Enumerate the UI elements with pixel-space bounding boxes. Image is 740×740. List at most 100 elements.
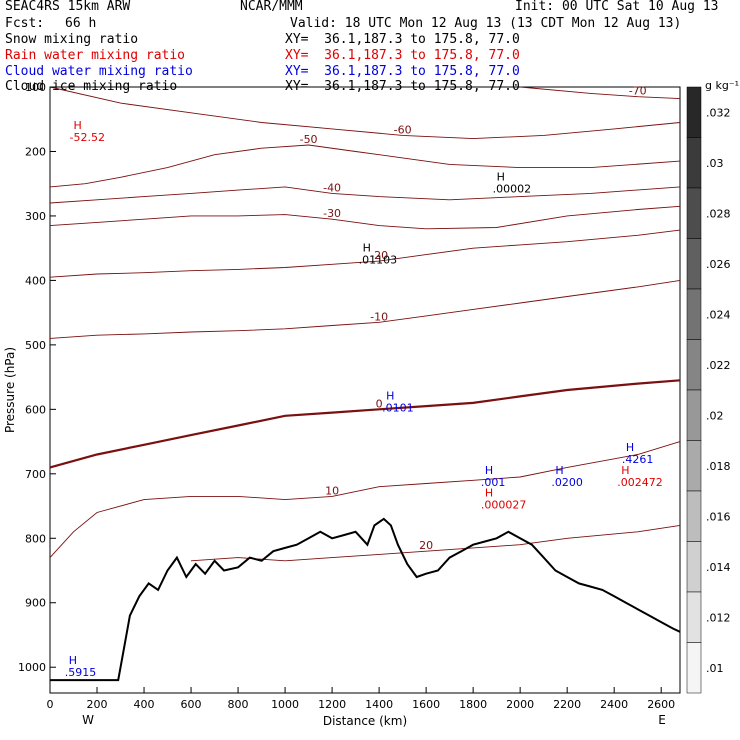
max-marker-h: H bbox=[69, 654, 77, 667]
max-marker-h: H bbox=[485, 486, 493, 499]
contour-line-20 bbox=[190, 524, 681, 562]
contour-label--70: -70 bbox=[629, 85, 647, 98]
field-snow-xy: XY= 36.1,187.3 to 175.8, 77.0 bbox=[285, 32, 520, 47]
contour-label--50: -50 bbox=[300, 133, 318, 146]
colorbar-cell bbox=[686, 440, 702, 492]
colorbar-tick-label: .018 bbox=[706, 460, 731, 473]
x-tick-label: 1200 bbox=[318, 698, 346, 711]
contour-label-20: 20 bbox=[419, 539, 433, 552]
colorbar-tick-label: .01 bbox=[706, 662, 724, 675]
colorbar-tick-label: .03 bbox=[706, 157, 724, 170]
y-tick-label: 800 bbox=[25, 532, 46, 545]
terrain-path bbox=[50, 517, 681, 682]
colorbar-units: g kg⁻¹ bbox=[705, 79, 739, 92]
colorbar-tick-label: .032 bbox=[706, 106, 731, 119]
colorbar-tick-label: .014 bbox=[706, 561, 731, 574]
field-cloud-water-name: Cloud water mixing ratio bbox=[5, 64, 193, 79]
field-rain-name: Rain water mixing ratio bbox=[5, 48, 186, 63]
colorbar-cell bbox=[686, 591, 702, 643]
colorbar-cell bbox=[686, 137, 702, 189]
max-marker-h: H bbox=[555, 464, 563, 477]
colorbar-tick-label: .022 bbox=[706, 359, 731, 372]
contour-line--70 bbox=[520, 86, 681, 100]
east-label: E bbox=[658, 713, 666, 727]
colorbar-tick-label: .02 bbox=[706, 409, 724, 422]
y-tick-label: 600 bbox=[25, 403, 46, 416]
valid-time: Valid: 18 UTC Mon 12 Aug 13 (13 CDT Mon … bbox=[290, 16, 682, 31]
y-tick-label: 100 bbox=[25, 81, 46, 94]
x-tick-label: 1600 bbox=[412, 698, 440, 711]
plot-frame bbox=[49, 86, 681, 694]
contour-line-0 bbox=[49, 379, 681, 469]
x-tick-label: 200 bbox=[87, 698, 108, 711]
colorbar-tick-label: .016 bbox=[706, 510, 731, 523]
y-tick-label: 500 bbox=[25, 339, 46, 352]
colorbar-cell bbox=[686, 288, 702, 340]
terrain-line bbox=[50, 517, 681, 682]
y-tick-label: 1000 bbox=[18, 661, 46, 674]
max-value-label: .001 bbox=[481, 476, 506, 489]
max-value-label: .5915 bbox=[65, 666, 97, 679]
west-label: W bbox=[82, 713, 94, 727]
field-cloud-water-xy: XY= 36.1,187.3 to 175.8, 77.0 bbox=[285, 64, 520, 79]
max-value-label: .002472 bbox=[617, 476, 663, 489]
contour-label--40: -40 bbox=[323, 181, 341, 194]
init-time: Init: 00 UTC Sat 10 Aug 13 bbox=[515, 0, 719, 14]
max-value-label: .0200 bbox=[551, 476, 583, 489]
max-value-label: .00002 bbox=[493, 182, 532, 195]
x-tick-label: 1000 bbox=[271, 698, 299, 711]
contour-label-0: 0 bbox=[376, 397, 383, 410]
contour-line--50 bbox=[49, 144, 681, 188]
colorbar-cell bbox=[686, 86, 702, 138]
contour-line--10 bbox=[49, 279, 681, 339]
contour-line--40 bbox=[49, 186, 681, 204]
y-tick-label: 200 bbox=[25, 145, 46, 158]
y-tick-label: 700 bbox=[25, 468, 46, 481]
contour-label-10: 10 bbox=[325, 484, 339, 497]
max-value-label: .0101 bbox=[382, 402, 414, 415]
x-tick-label: 2400 bbox=[600, 698, 628, 711]
contour-label--10: -10 bbox=[370, 310, 388, 323]
center-title: NCAR/MMM bbox=[240, 0, 303, 14]
y-tick-label: 900 bbox=[25, 597, 46, 610]
contour-label--30: -30 bbox=[323, 207, 341, 220]
x-tick-label: 1800 bbox=[459, 698, 487, 711]
colorbar-cell bbox=[686, 389, 702, 441]
x-axis-label: Distance (km) bbox=[323, 714, 407, 728]
forecast-label: Fcst: bbox=[5, 16, 45, 31]
y-tick-label: 300 bbox=[25, 210, 46, 223]
contour-label--60: -60 bbox=[394, 123, 412, 136]
max-marker-h: H bbox=[497, 170, 505, 183]
field-snow-name: Snow mixing ratio bbox=[5, 32, 139, 47]
max-value-label: -52.52 bbox=[70, 131, 105, 144]
max-marker-h: H bbox=[74, 119, 82, 132]
max-marker-h: H bbox=[621, 464, 629, 477]
max-marker-h: H bbox=[626, 441, 634, 454]
contour-label--20: -20 bbox=[370, 249, 388, 262]
x-tick-label: 1400 bbox=[365, 698, 393, 711]
model-title: SEAC4RS 15km ARW bbox=[5, 0, 131, 14]
colorbar-cell bbox=[686, 642, 702, 694]
contour-line--20 bbox=[49, 229, 681, 278]
colorbar-tick-label: .012 bbox=[706, 611, 731, 624]
max-value-label: .000027 bbox=[481, 498, 527, 511]
field-rain-xy: XY= 36.1,187.3 to 175.8, 77.0 bbox=[285, 48, 520, 63]
contour-line-10 bbox=[49, 441, 681, 558]
x-tick-label: 2600 bbox=[647, 698, 675, 711]
x-tick-label: 2200 bbox=[553, 698, 581, 711]
max-value-label: .01103 bbox=[359, 253, 398, 266]
colorbar-tick-label: .024 bbox=[706, 308, 731, 321]
contour-line--60 bbox=[49, 86, 681, 140]
x-tick-label: 400 bbox=[134, 698, 155, 711]
colorbar-tick-label: .026 bbox=[706, 258, 731, 271]
colorbar-cell bbox=[686, 187, 702, 239]
y-axis-label: Pressure (hPa) bbox=[3, 347, 17, 433]
x-tick-label: 2000 bbox=[506, 698, 534, 711]
colorbar-cell bbox=[686, 339, 702, 391]
forecast-hours: 66 h bbox=[65, 16, 97, 31]
x-tick-label: 600 bbox=[181, 698, 202, 711]
colorbar: .032 .03 .028 .026 .024 .022 .02 .018 .016 .014 .0… bbox=[686, 79, 739, 694]
colorbar-cell bbox=[686, 490, 702, 542]
maxima-labels: H-52.52H.00002H.01103H.0101H.4261H.00247… bbox=[65, 119, 663, 679]
